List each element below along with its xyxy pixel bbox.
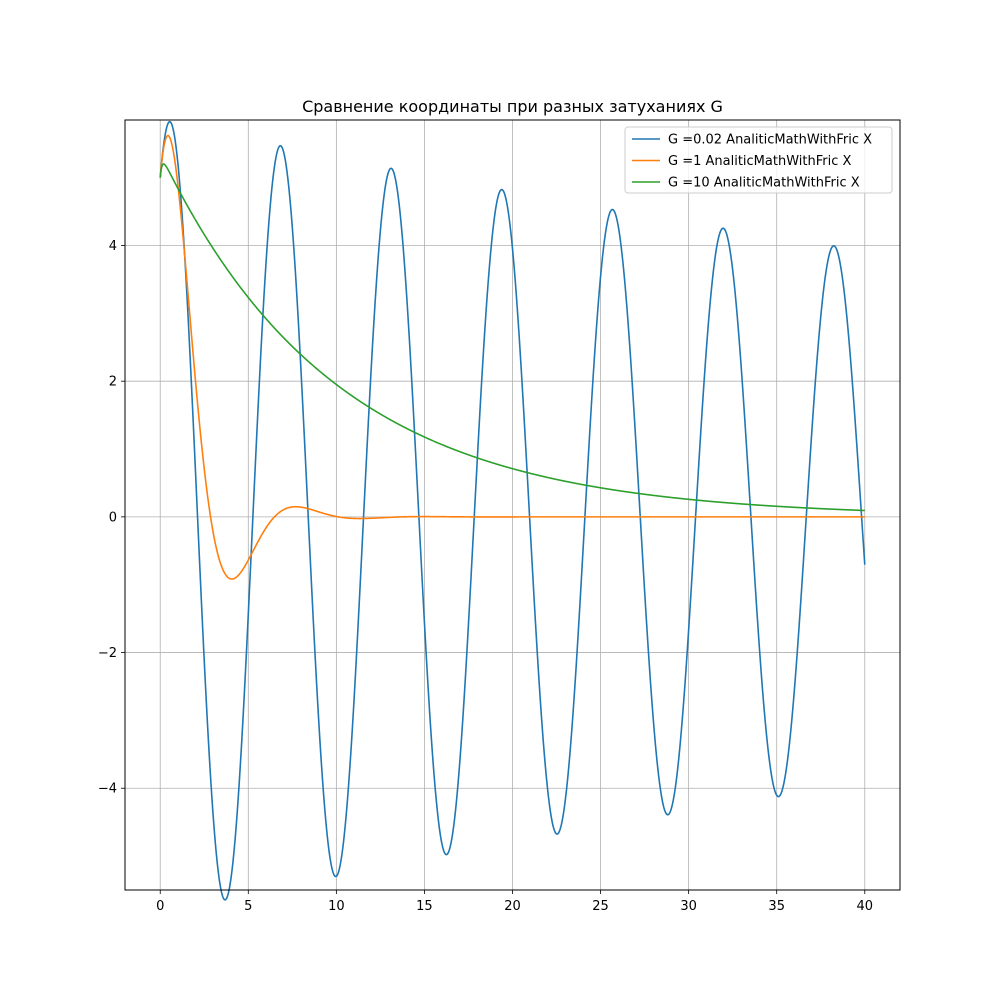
y-tick-label: −4 (98, 782, 117, 797)
series-line-2 (159, 163, 866, 512)
x-tick-label: 0 (156, 899, 164, 914)
series-line-0 (159, 120, 866, 901)
plot-lines (159, 120, 866, 901)
legend-label-0: G =0.02 AnaliticMathWithFric X (668, 133, 872, 148)
grid (125, 120, 900, 890)
x-tick-label: 40 (856, 899, 873, 914)
x-tick-label: 25 (592, 899, 609, 914)
x-tick-label: 5 (244, 899, 252, 914)
x-tick-label: 30 (680, 899, 697, 914)
x-tick-label: 10 (328, 899, 345, 914)
x-tick-label: 35 (768, 899, 785, 914)
legend: G =0.02 AnaliticMathWithFric X G =1 Anali… (624, 126, 893, 194)
x-tick-label: 20 (504, 899, 521, 914)
y-tick-label: −2 (98, 646, 117, 661)
y-tick-label: 2 (109, 375, 117, 390)
y-tick-label: 0 (109, 510, 117, 525)
y-tick-label: 4 (109, 239, 117, 254)
series-line-1 (159, 134, 866, 580)
chart-title: Сравнение координаты при разных затухани… (302, 97, 723, 116)
legend-box (624, 126, 893, 194)
ticks: 0 5 10 15 20 25 30 35 40 −4 −2 0 2 4 (98, 239, 873, 914)
legend-label-2: G =10 AnaliticMathWithFric X (668, 176, 860, 191)
x-tick-label: 15 (416, 899, 433, 914)
legend-label-1: G =1 AnaliticMathWithFric X (668, 154, 851, 169)
